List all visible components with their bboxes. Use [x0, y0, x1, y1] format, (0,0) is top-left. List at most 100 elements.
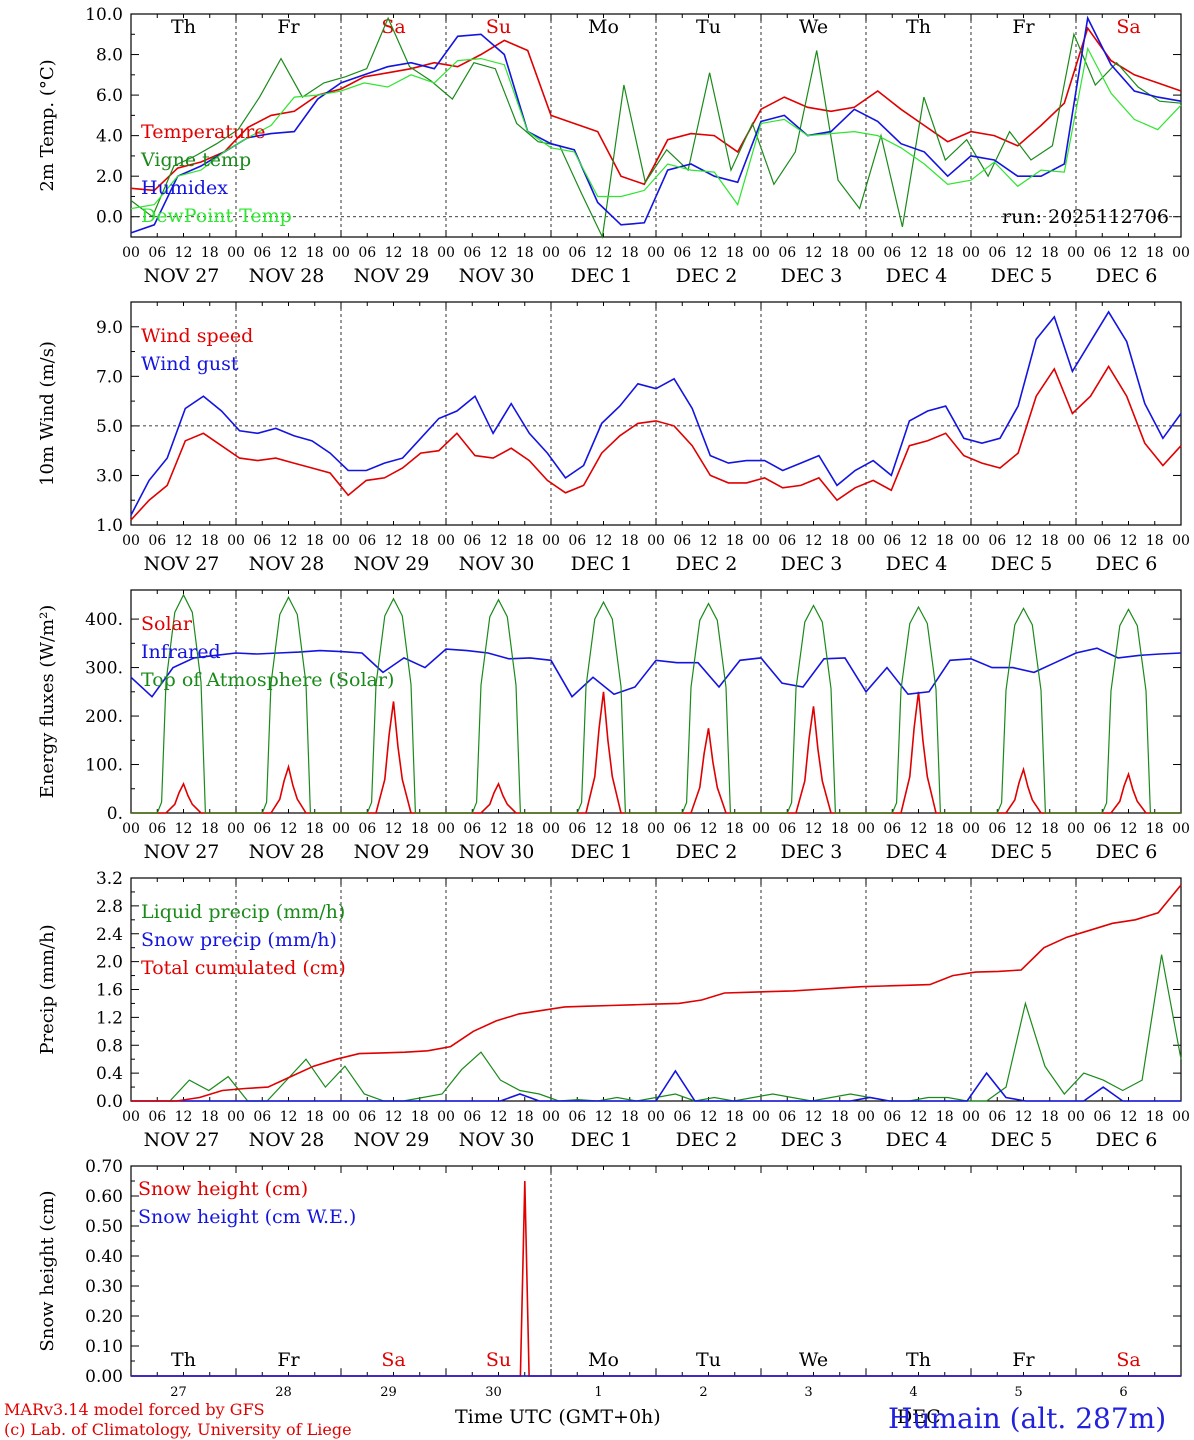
hour-tick-label: 00	[647, 533, 665, 549]
hour-tick-label: 18	[936, 821, 954, 837]
day-name-label: Th	[906, 1349, 931, 1371]
hour-tick-label: 12	[490, 1109, 508, 1125]
legend-entry: Temperature	[141, 121, 265, 143]
hour-tick-label: 18	[306, 245, 324, 261]
hour-tick-label: 12	[700, 245, 718, 261]
date-label: DEC 4	[886, 1129, 948, 1151]
date-label: NOV 30	[459, 841, 535, 863]
date-label: NOV 29	[354, 841, 430, 863]
y-tick-label: 0.00	[85, 1367, 123, 1387]
hour-tick-label: 00	[1172, 1109, 1190, 1125]
hour-tick-label: 06	[358, 821, 376, 837]
hour-tick-label: 06	[358, 245, 376, 261]
date-label: DEC 3	[781, 265, 843, 287]
bottom-date-label: 4	[909, 1385, 917, 1400]
hour-tick-label: 06	[568, 1109, 586, 1125]
hour-tick-label: 00	[1067, 533, 1085, 549]
legend-entry: Humidex	[141, 177, 228, 199]
hour-tick-label: 18	[306, 1109, 324, 1125]
hour-tick-label: 06	[358, 533, 376, 549]
series-line-top-of-atmosphere-solar-	[131, 593, 1181, 814]
plot-frame	[130, 13, 1182, 238]
y-tick-label: 1.0	[96, 516, 123, 536]
y-axis-label: Precip (mm/h)	[37, 924, 58, 1054]
legend-entry: Snow height (cm)	[138, 1178, 308, 1200]
hour-tick-label: 06	[988, 245, 1006, 261]
hour-tick-label: 12	[490, 821, 508, 837]
hour-tick-label: 06	[778, 533, 796, 549]
hour-tick-label: 12	[490, 533, 508, 549]
y-tick-label: 0.0	[96, 1092, 123, 1112]
hour-tick-label: 00	[332, 245, 350, 261]
hour-tick-label: 12	[385, 1109, 403, 1125]
y-tick-label: 2.8	[96, 897, 123, 917]
hour-tick-label: 06	[778, 821, 796, 837]
hour-tick-label: 12	[1015, 245, 1033, 261]
legend-entry: Total cumulated (cm)	[141, 957, 346, 979]
hour-tick-label: 12	[700, 533, 718, 549]
hour-tick-label: 18	[621, 245, 639, 261]
hour-tick-label: 12	[595, 245, 613, 261]
hour-tick-label: 00	[227, 533, 245, 549]
hour-tick-label: 00	[332, 1109, 350, 1125]
y-tick-label: 6.0	[96, 86, 123, 106]
y-tick-label: 10.0	[85, 5, 123, 25]
day-name-label: Fr	[277, 1349, 300, 1371]
hour-tick-label: 06	[463, 533, 481, 549]
hour-tick-label: 18	[516, 245, 534, 261]
series-line-temperature	[130, 26, 1182, 192]
hour-tick-label: 00	[542, 1109, 560, 1125]
hour-tick-label: 06	[1093, 1109, 1111, 1125]
hour-tick-label: 00	[962, 821, 980, 837]
hour-tick-label: 18	[936, 245, 954, 261]
hour-tick-label: 18	[1041, 245, 1059, 261]
month-label: DEC	[897, 1406, 941, 1428]
hour-tick-label: 12	[490, 245, 508, 261]
hour-tick-label: 18	[201, 821, 219, 837]
y-tick-label: 5.0	[96, 417, 123, 437]
hour-tick-label: 18	[516, 1109, 534, 1125]
y-tick-label: 400.	[85, 610, 123, 630]
series-line-humidex	[130, 15, 1182, 234]
hour-tick-label: 06	[1093, 821, 1111, 837]
hour-tick-label: 06	[148, 245, 166, 261]
hour-tick-label: 12	[700, 1109, 718, 1125]
hour-tick-label: 06	[148, 533, 166, 549]
date-label: DEC 3	[781, 553, 843, 575]
hour-tick-label: 18	[1146, 245, 1164, 261]
hour-tick-label: 00	[647, 1109, 665, 1125]
date-label: DEC 4	[886, 553, 948, 575]
plot-frame	[130, 589, 1182, 814]
date-label: DEC 2	[676, 553, 738, 575]
y-axis-label: 2m Temp. (°C)	[37, 59, 58, 191]
day-name-label: Tu	[696, 16, 721, 38]
y-tick-label: 0.40	[85, 1247, 123, 1267]
date-label: NOV 29	[354, 265, 430, 287]
y-tick-label: 2.0	[96, 953, 123, 973]
hour-tick-label: 06	[358, 1109, 376, 1125]
hour-tick-label: 06	[778, 1109, 796, 1125]
legend-entry: Vigne temp	[140, 149, 251, 171]
hour-tick-label: 18	[1041, 1109, 1059, 1125]
hour-tick-label: 12	[595, 821, 613, 837]
hour-tick-label: 12	[910, 533, 928, 549]
date-label: NOV 28	[249, 841, 325, 863]
date-label: DEC 3	[781, 841, 843, 863]
date-label: DEC 2	[676, 1129, 738, 1151]
legend-entry: Snow height (cm W.E.)	[138, 1206, 356, 1228]
hour-tick-label: 00	[332, 821, 350, 837]
hour-tick-label: 00	[437, 245, 455, 261]
hour-tick-label: 06	[673, 533, 691, 549]
bottom-date-label: 1	[594, 1385, 602, 1400]
legend-entry: Infrared	[141, 641, 221, 663]
date-label: DEC 6	[1096, 1129, 1158, 1151]
date-label: NOV 27	[144, 1129, 220, 1151]
date-label: NOV 28	[249, 1129, 325, 1151]
series-line-snow-precip-mm-h-	[131, 1069, 1181, 1102]
hour-tick-label: 18	[1146, 1109, 1164, 1125]
hour-tick-label: 06	[568, 821, 586, 837]
hour-tick-label: 06	[463, 821, 481, 837]
hour-tick-label: 00	[227, 1109, 245, 1125]
plot-frame	[130, 301, 1182, 526]
hour-tick-label: 12	[385, 533, 403, 549]
